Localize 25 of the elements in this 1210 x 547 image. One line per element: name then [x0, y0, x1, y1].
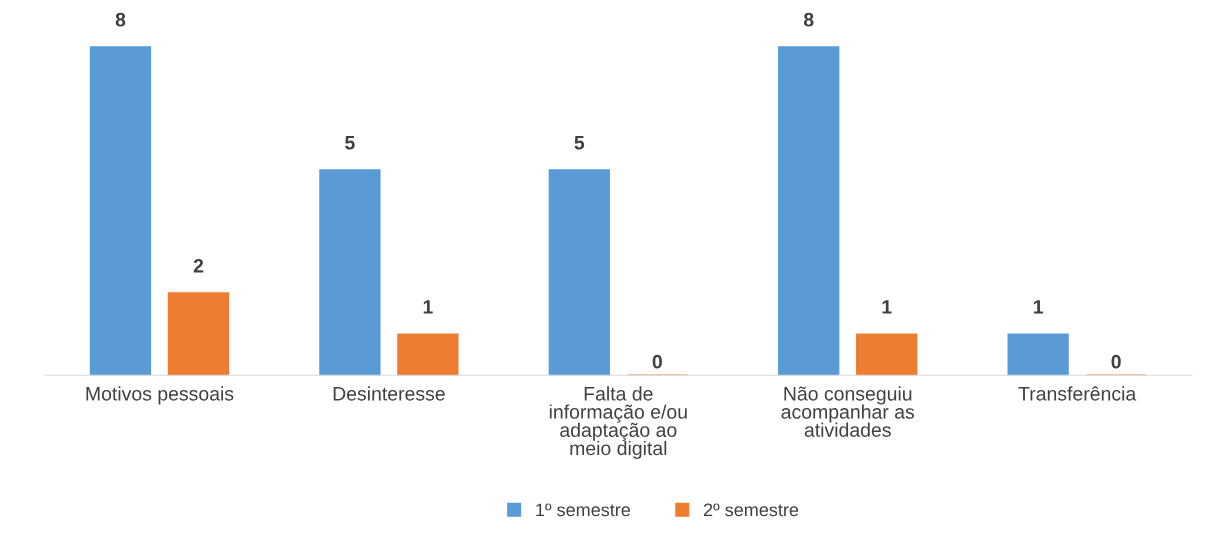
- x-tick-label: Motivos pessoais: [86, 386, 234, 405]
- data-label: 0: [652, 354, 662, 369]
- bar: [856, 333, 918, 376]
- data-label: 8: [115, 12, 126, 27]
- x-tick-label: Falta de informação e/ou adaptação ao meio digital: [549, 386, 687, 460]
- data-label: 0: [1111, 354, 1121, 369]
- data-label: 1: [1033, 300, 1044, 314]
- data-label: 8: [803, 12, 814, 27]
- legend-label: 2º semestre: [703, 503, 799, 517]
- data-label: 5: [345, 136, 355, 150]
- data-label: 5: [574, 136, 585, 150]
- bar: [89, 46, 152, 376]
- x-tick-label: Desinteresse: [333, 386, 445, 401]
- bar: [548, 169, 610, 376]
- bar: [319, 169, 381, 376]
- data-label: 1: [423, 300, 433, 314]
- x-tick-label: Não conseguiu acompanhar as atividades: [781, 386, 915, 437]
- data-label: 2: [193, 258, 204, 273]
- x-tick-label: Transferência: [1018, 386, 1137, 401]
- legend-label: 1º semestre: [536, 503, 631, 517]
- bar: [397, 333, 459, 376]
- bar: [778, 46, 840, 376]
- bar: [167, 292, 230, 376]
- data-label: 1: [882, 300, 892, 314]
- bar: [1007, 333, 1069, 376]
